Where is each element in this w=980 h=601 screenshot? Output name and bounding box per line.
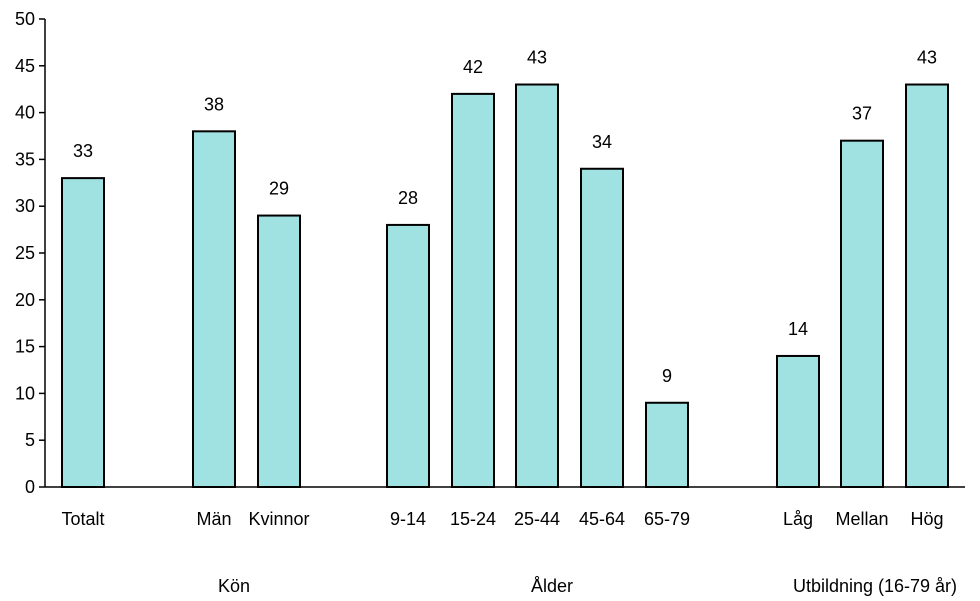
y-tick-label: 10 <box>15 383 35 403</box>
y-tick-label: 40 <box>15 103 35 123</box>
x-category-label: 65-79 <box>644 509 690 529</box>
group-labels: Kön Ålder Utbildning (16-79 år) <box>218 576 957 596</box>
bars: 33 38 29 28 42 43 34 9 14 37 43 <box>61 48 949 489</box>
x-category-label: 15-24 <box>450 509 496 529</box>
bar <box>840 139 884 488</box>
bar <box>451 92 495 488</box>
group-label: Utbildning (16-79 år) <box>793 576 957 596</box>
bar <box>61 177 105 488</box>
x-category-label: 25-44 <box>514 509 560 529</box>
bar <box>905 83 949 489</box>
y-tick-label: 35 <box>15 149 35 169</box>
y-tick-label: 5 <box>25 430 35 450</box>
y-tick-label: 15 <box>15 337 35 357</box>
x-category-label: Män <box>196 509 231 529</box>
y-tick-label: 0 <box>25 477 35 497</box>
y-tick-label: 25 <box>15 243 35 263</box>
y-tick-label: 20 <box>15 290 35 310</box>
bar <box>645 401 689 489</box>
y-axis: 0 5 10 15 20 25 30 35 40 45 50 <box>15 9 46 497</box>
bar-value-label: 37 <box>852 104 872 124</box>
bar <box>776 354 820 488</box>
group-label: Ålder <box>531 576 573 596</box>
x-category-label: Låg <box>783 509 813 529</box>
y-tick-label: 50 <box>15 9 35 29</box>
bar-value-label: 29 <box>269 179 289 199</box>
bar <box>386 223 430 488</box>
bar-value-label: 9 <box>662 366 672 386</box>
bar-value-label: 43 <box>917 48 937 68</box>
bar-value-label: 43 <box>527 48 547 68</box>
x-category-label: Hög <box>910 509 943 529</box>
y-tick-label: 30 <box>15 196 35 216</box>
bar-value-label: 14 <box>788 319 808 339</box>
x-category-label: Mellan <box>835 509 888 529</box>
bar <box>257 214 301 488</box>
x-category-label: Kvinnor <box>248 509 309 529</box>
bar <box>192 130 236 488</box>
bar-value-label: 42 <box>463 57 483 77</box>
x-category-label: Totalt <box>61 509 104 529</box>
x-category-label: 45-64 <box>579 509 625 529</box>
x-category-label: 9-14 <box>390 509 426 529</box>
group-label: Kön <box>218 576 250 596</box>
bar-value-label: 33 <box>73 141 93 161</box>
bar-value-label: 38 <box>204 94 224 114</box>
bar-value-label: 28 <box>398 188 418 208</box>
x-axis: Totalt Män Kvinnor 9-14 15-24 25-44 45-64 65-79… <box>45 486 965 529</box>
bar <box>580 167 624 488</box>
y-tick-label: 45 <box>15 56 35 76</box>
bar <box>515 83 559 489</box>
bar-value-label: 34 <box>592 132 612 152</box>
